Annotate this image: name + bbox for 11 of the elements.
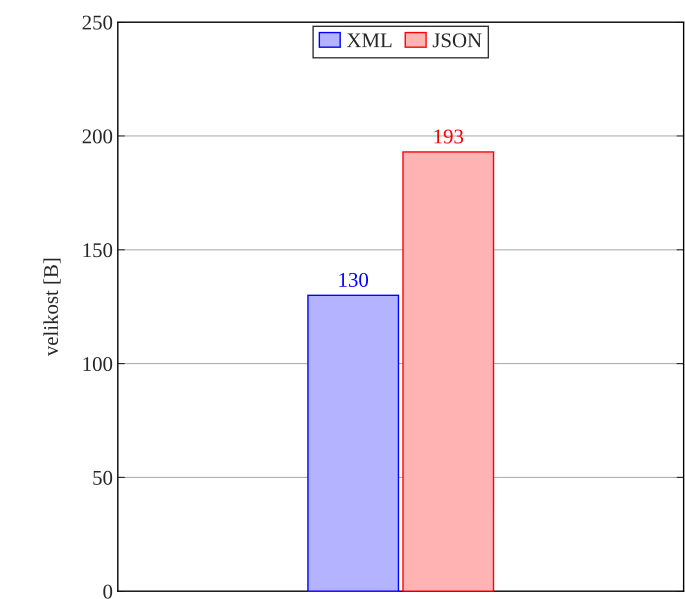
y-tick-label: 150 <box>84 243 112 258</box>
data-label: 130 <box>339 272 368 287</box>
legend-label: XML <box>346 34 392 48</box>
y-tick-label: 50 <box>93 470 112 485</box>
y-tick-label: 100 <box>84 356 112 372</box>
y-axis-title: velikost [B] <box>43 258 61 356</box>
y-tick-label: 0 <box>103 584 112 599</box>
y-tick-label: 250 <box>82 16 112 30</box>
data-label: 193 <box>434 130 464 144</box>
y-tick-label: 200 <box>82 129 112 144</box>
legend-label: JSON <box>432 33 482 48</box>
